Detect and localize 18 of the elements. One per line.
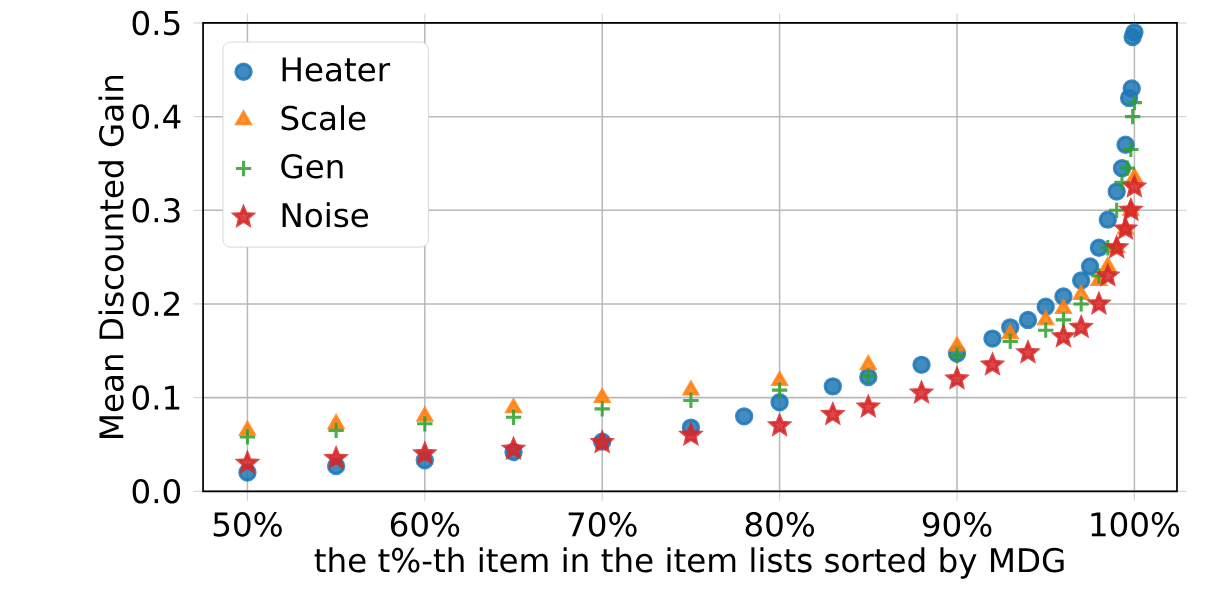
x-tick-label: 50% bbox=[213, 512, 282, 537]
y-tick-label: 0.5 bbox=[132, 10, 180, 36]
x-tick-label: 100% bbox=[1091, 512, 1180, 537]
legend-label: Scale bbox=[281, 105, 366, 131]
x-tick-label: 90% bbox=[922, 512, 992, 537]
y-tick-label: 0.0 bbox=[132, 479, 181, 504]
x-tick-label: 80% bbox=[745, 512, 814, 537]
x-tick-label: 60% bbox=[390, 512, 460, 537]
legend-label: Noise bbox=[282, 202, 369, 228]
x-axis-title: the t%-th item in the item lists sorted by MDG bbox=[314, 547, 1064, 579]
y-tick-label: 0.2 bbox=[132, 291, 179, 317]
y-tick-label: 0.4 bbox=[132, 104, 181, 130]
y-tick-label: 0.3 bbox=[132, 198, 180, 223]
y-axis-title: Mean Discounted Gain bbox=[98, 76, 124, 439]
y-tick-label: 0.1 bbox=[132, 385, 180, 411]
legend-label: Gen bbox=[281, 154, 343, 179]
legend-label: Heater bbox=[282, 57, 391, 82]
x-tick-label: 70% bbox=[568, 512, 637, 537]
